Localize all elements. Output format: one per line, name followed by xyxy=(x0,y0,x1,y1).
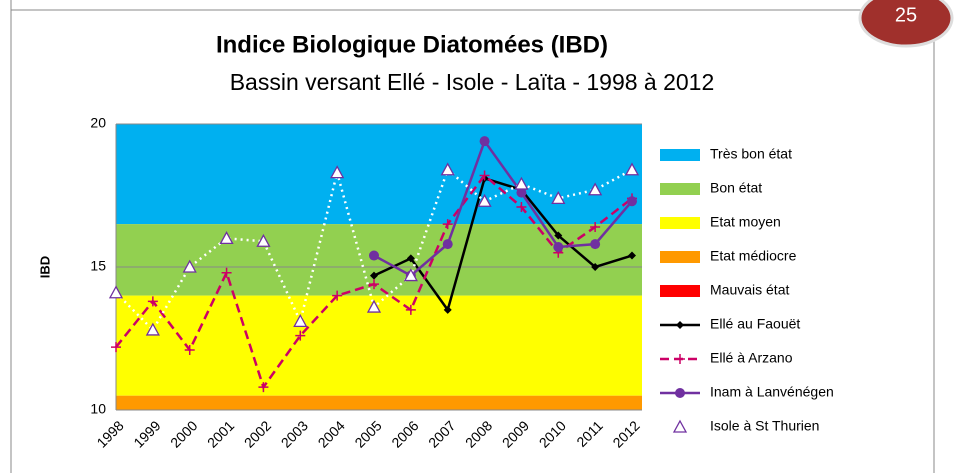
data-point xyxy=(479,136,490,147)
x-tick-label: 2011 xyxy=(573,417,606,450)
data-point xyxy=(145,322,160,336)
data-point xyxy=(442,239,453,250)
data-point xyxy=(406,254,415,263)
data-point xyxy=(219,231,234,245)
y-axis-label: IBD xyxy=(37,256,52,278)
data-point xyxy=(366,299,382,313)
x-tick-label: 2005 xyxy=(351,417,384,450)
x-tick-label: 2010 xyxy=(536,417,569,450)
legend-label: Très bon état xyxy=(710,146,792,162)
data-point xyxy=(443,305,452,314)
series-line xyxy=(373,138,633,278)
y-tick-label: 15 xyxy=(90,258,106,274)
y-tick-label: 10 xyxy=(90,401,106,417)
x-tick-label: 2000 xyxy=(167,417,200,450)
data-point xyxy=(628,251,636,260)
legend-label: Bon état xyxy=(710,180,762,196)
data-point xyxy=(590,239,601,250)
data-point xyxy=(369,279,379,290)
x-tick-label: 2004 xyxy=(315,417,348,450)
data-point xyxy=(442,219,453,230)
legend-swatch xyxy=(660,149,700,161)
x-tick-label: 2009 xyxy=(499,417,532,450)
data-point xyxy=(627,196,637,207)
legend-swatch xyxy=(660,285,700,297)
legend-swatch xyxy=(660,251,700,263)
x-tick-label: 2001 xyxy=(204,417,237,450)
data-point xyxy=(516,187,527,198)
data-point xyxy=(477,193,492,207)
data-point xyxy=(403,268,418,282)
data-point xyxy=(591,263,600,271)
page-badge xyxy=(858,0,954,48)
data-point xyxy=(553,241,564,252)
x-tick-label: 2003 xyxy=(278,417,311,450)
page-number: 25 xyxy=(895,4,917,26)
data-point xyxy=(221,267,232,278)
x-tick-label: 2002 xyxy=(241,417,274,450)
chart-subtitle: Bassin versant Ellé - Isole - Laïta - 19… xyxy=(230,69,715,95)
x-tick-label: 1999 xyxy=(130,417,163,450)
data-point xyxy=(588,182,603,196)
x-tick-label: 2006 xyxy=(388,417,421,450)
data-point xyxy=(295,330,306,341)
legend-label: Isole à St Thurien xyxy=(710,418,819,434)
data-point xyxy=(516,201,527,212)
series-line xyxy=(373,176,633,313)
data-point xyxy=(256,233,271,247)
legend-label: Mauvais état xyxy=(710,282,789,298)
legend-label: Etat moyen xyxy=(710,214,781,230)
data-point xyxy=(258,382,269,393)
legend-label: Ellé au Faouët xyxy=(710,316,800,332)
band xyxy=(116,124,642,225)
data-point xyxy=(182,259,197,273)
legend-label: Inam à Lanvénégen xyxy=(710,384,834,400)
band xyxy=(116,395,642,410)
data-point xyxy=(514,176,529,190)
data-point xyxy=(554,231,563,240)
legend-marker xyxy=(675,388,685,398)
y-tick-label: 20 xyxy=(90,115,106,131)
data-point xyxy=(369,250,379,261)
data-point xyxy=(330,165,345,179)
data-point xyxy=(108,285,124,299)
legend-label: Etat médiocre xyxy=(710,248,797,264)
data-point xyxy=(405,304,416,315)
data-point xyxy=(184,344,195,355)
x-tick-label: 1998 xyxy=(93,417,126,450)
data-point xyxy=(624,162,640,176)
legend-swatch xyxy=(660,217,700,229)
legend-marker xyxy=(676,321,684,329)
x-tick-label: 2008 xyxy=(462,417,495,450)
data-point xyxy=(479,170,490,181)
data-point xyxy=(440,162,455,176)
chart-title: Indice Biologique Diatomées (IBD) xyxy=(216,31,608,58)
data-point xyxy=(111,342,121,353)
data-point xyxy=(370,271,378,280)
data-point xyxy=(551,191,566,205)
data-point xyxy=(293,313,308,327)
legend-swatch xyxy=(660,183,700,195)
legend-marker xyxy=(675,354,685,364)
x-tick-label: 2012 xyxy=(609,417,642,450)
data-point xyxy=(147,296,158,307)
legend-marker xyxy=(672,419,688,433)
legend-label: Ellé à Arzano xyxy=(710,350,793,366)
x-tick-label: 2007 xyxy=(425,417,458,450)
data-point xyxy=(332,290,343,301)
data-point xyxy=(590,221,601,232)
